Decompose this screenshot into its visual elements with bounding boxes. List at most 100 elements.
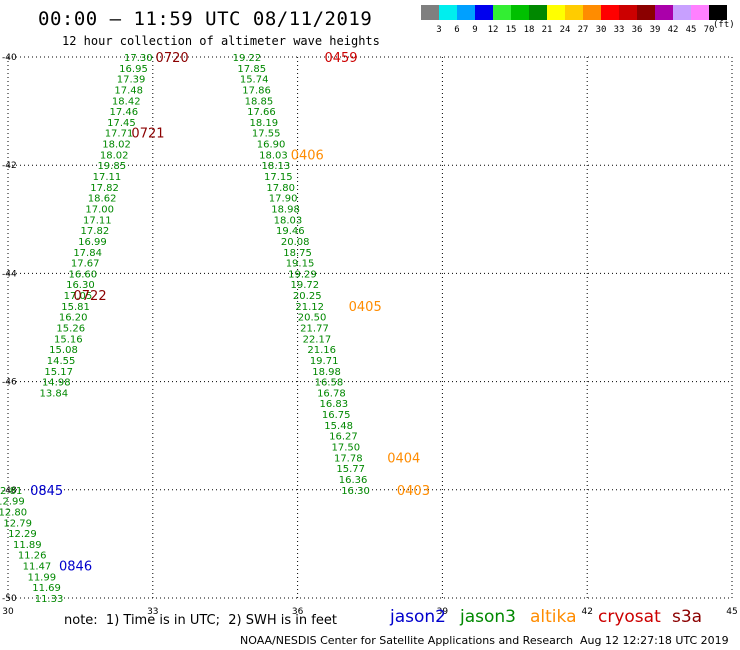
color-scale-label: 24 [559,25,571,35]
color-scale-label: 9 [472,25,478,35]
pass-time-label: 0404 [387,451,420,466]
satellite-label-jason2: jason2 [390,607,446,627]
wave-height-label: 21.77 [300,324,329,335]
wave-height-label: 18.03 [274,215,303,226]
pass-time-label: 0722 [74,289,107,304]
wave-height-label: 17.86 [242,85,271,96]
wave-height-label: 17.00 [85,204,114,215]
wave-height-label: 17.50 [332,443,361,454]
pass-time-label: 0721 [131,127,164,142]
wave-height-label: 19.22 [233,53,262,64]
wave-height-label: 15.16 [54,334,83,345]
wave-height-label: 16.99 [78,237,107,248]
color-swatch [565,5,583,20]
y-tick-label: -48 [2,486,17,496]
color-scale-label: 3 [436,25,442,35]
wave-height-label: 11.47 [23,562,52,573]
color-swatch [709,5,727,20]
wave-height-label: 19.15 [286,259,315,270]
color-swatch [511,5,529,20]
x-tick-label: 42 [581,607,592,617]
wave-height-label: 12.99 [0,497,25,508]
wave-height-label: 17.82 [90,183,119,194]
y-tick-label: -40 [2,53,17,63]
color-scale-label: 39 [649,25,661,35]
wave-height-label: 18.02 [100,150,129,161]
wave-height-label: 18.19 [249,118,278,129]
wave-height-label: 20.25 [293,291,322,302]
pass-time-label: 0405 [349,300,382,315]
wave-height-label: 17.11 [83,215,112,226]
pass-time-label: 0846 [59,560,92,575]
wave-height-label: 18.02 [102,140,131,151]
color-scale-label: 15 [505,25,517,35]
wave-height-label: 17.66 [247,107,276,118]
wave-height-label: 16.27 [329,432,358,443]
satellite-label-cryosat: cryosat [598,607,661,627]
satellite-label-jason3: jason3 [460,607,516,627]
color-swatch [493,5,511,20]
wave-height-label: 18.75 [283,248,312,259]
wave-height-label: 11.69 [32,583,61,594]
wave-height-label: 17.82 [81,226,110,237]
color-swatch [475,5,493,20]
wave-height-label: 16.83 [319,399,348,410]
wave-height-label: 16.90 [257,140,286,151]
wave-height-label: 18.85 [245,96,274,107]
x-tick-label: 45 [726,607,737,617]
wave-height-label: 20.08 [281,237,310,248]
page-title: 00:00 – 11:59 UTC 08/11/2019 [38,8,373,30]
wave-height-label: 16.30 [341,486,370,497]
wave-height-label: 11.26 [18,551,47,562]
wave-height-label: 15.17 [44,367,73,378]
x-tick-label: 39 [437,607,449,617]
footer-note: note: 1) Time is in UTC; 2) SWH is in fe… [64,613,337,628]
pass-time-label: 0845 [30,484,63,499]
wave-height-label: 11.33 [35,594,64,605]
wave-height-label: 17.39 [117,75,146,86]
wave-height-label: 19.72 [291,280,320,291]
wave-height-label: 18.62 [88,194,117,205]
wave-height-label: 16.60 [68,269,97,280]
wave-height-label: 17.85 [237,64,266,75]
wave-height-label: 16.58 [315,378,344,389]
y-tick-label: -42 [2,161,17,171]
wave-height-label: 22.17 [303,334,332,345]
wave-height-label: 17.71 [105,129,134,140]
color-swatch [457,5,475,20]
x-tick-label: 30 [2,607,14,617]
wave-height-label: 16.95 [119,64,148,75]
wave-height-label: 15.08 [49,345,78,356]
wave-height-label: 15.77 [336,464,365,475]
pass-time-label: 0406 [291,148,324,163]
y-tick-label: -50 [2,594,17,604]
wave-height-label: 12.81 [0,486,22,497]
wave-height-label: 16.75 [322,410,351,421]
wave-height-label: 11.99 [27,572,56,583]
wave-height-label: 19.29 [288,269,317,280]
color-scale-unit: (ft) [713,20,735,30]
wave-height-label: 17.05 [64,291,93,302]
satellite-label-altika: altika [530,607,577,627]
wave-height-label: 17.80 [266,183,295,194]
color-scale-label: 42 [667,25,679,35]
wave-height-label: 17.30 [124,53,153,64]
wave-height-label: 18.03 [259,150,288,161]
wave-height-label: 17.90 [269,194,298,205]
color-swatch [547,5,565,20]
wave-height-label: 17.78 [334,453,363,464]
x-tick-label: 33 [147,607,158,617]
color-scale-label: 30 [595,25,607,35]
wave-height-label: 17.48 [114,85,143,96]
wave-height-label: 19.46 [276,226,305,237]
wave-height-label: 19.71 [310,356,339,367]
wave-height-label: 16.78 [317,388,346,399]
wave-height-label: 12.80 [0,507,27,518]
wave-height-label: 17.84 [73,248,102,259]
wave-height-label: 14.55 [47,356,76,367]
color-swatch [673,5,691,20]
color-scale-label: 33 [613,25,625,35]
wave-height-label: 13.84 [40,388,69,399]
wave-height-label: 18.98 [312,367,341,378]
wave-height-label: 18.13 [262,161,291,172]
